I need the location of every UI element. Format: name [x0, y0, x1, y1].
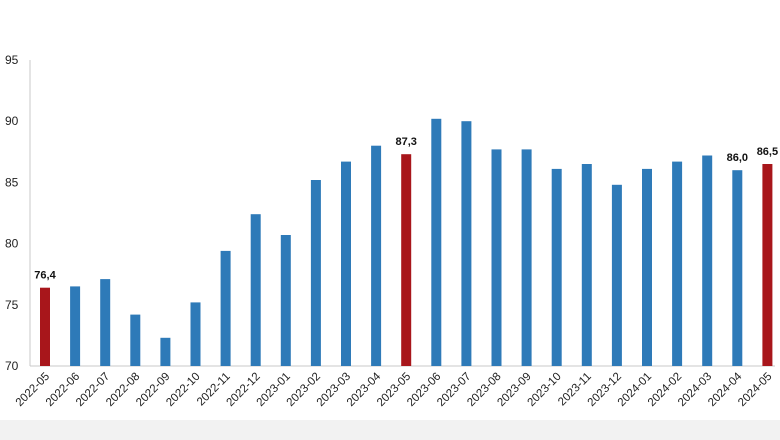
- bar-2023-06: [431, 118, 442, 366]
- bar-2023-01: [280, 235, 291, 366]
- y-tick-label: 85: [5, 175, 19, 189]
- data-label: 86,0: [727, 152, 748, 164]
- x-tick-label: 2023-10: [525, 371, 563, 409]
- y-tick-label: 80: [5, 237, 19, 251]
- bar-2022-12: [250, 214, 261, 366]
- bar-2023-04: [371, 145, 382, 366]
- y-tick-label: 70: [5, 359, 19, 373]
- bar-2023-08: [491, 149, 502, 366]
- data-label: 76,4: [34, 270, 56, 282]
- bar-2023-05: [401, 154, 412, 366]
- bar-2023-10: [551, 168, 562, 366]
- footer-band: [0, 420, 780, 440]
- bar-2024-05: [762, 164, 773, 366]
- bar-2022-06: [70, 286, 81, 366]
- bar-2023-11: [581, 164, 592, 366]
- x-tick-label: 2024-05: [736, 371, 774, 409]
- y-tick-label: 75: [5, 298, 19, 312]
- x-tick-label: 2022-10: [164, 371, 202, 409]
- bar-2024-02: [672, 161, 683, 366]
- bar-2023-03: [341, 161, 351, 366]
- data-label: 86,5: [757, 146, 778, 158]
- bar-2022-09: [160, 337, 171, 366]
- bar-2022-11: [220, 250, 231, 366]
- bar-2024-03: [702, 155, 713, 366]
- bar-2022-07: [100, 279, 111, 366]
- bar-2024-04: [732, 170, 743, 366]
- bar-2022-10: [190, 302, 201, 366]
- bar-2023-02: [310, 180, 321, 366]
- bar-2023-07: [461, 121, 472, 366]
- bar-2023-12: [611, 184, 622, 366]
- y-tick-label: 90: [5, 114, 19, 128]
- bar-2024-01: [642, 168, 652, 366]
- bar-2022-08: [130, 314, 141, 366]
- bar-2023-09: [521, 149, 532, 366]
- data-label: 87,3: [395, 136, 416, 148]
- bar-2022-05: [40, 287, 50, 366]
- y-tick-label: 95: [5, 53, 19, 67]
